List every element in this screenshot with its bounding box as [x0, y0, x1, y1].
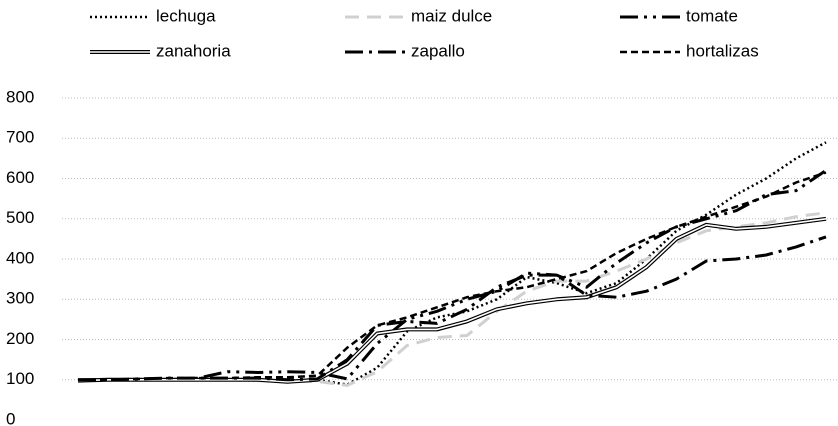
y-tick-label: 200 — [6, 329, 34, 348]
y-tick-label: 800 — [6, 87, 34, 106]
y-tick-label: 700 — [6, 128, 34, 147]
legend-label: zanahoria — [156, 41, 231, 60]
line — [78, 169, 827, 382]
y-tick-label: 500 — [6, 208, 34, 227]
legend-label: lechuga — [156, 6, 216, 25]
line-inner — [77, 218, 827, 383]
y-tick-label: 100 — [6, 369, 34, 388]
legend-label: hortalizas — [686, 41, 759, 60]
legend-label: zapallo — [411, 41, 465, 60]
line — [78, 235, 827, 382]
legend-label: tomate — [686, 6, 738, 25]
line — [77, 211, 827, 387]
y-tick-label: 0 — [6, 409, 15, 426]
legend-label: maiz dulce — [411, 6, 492, 25]
y-tick-label: 300 — [6, 289, 34, 308]
line — [78, 171, 827, 382]
y-tick-label: 600 — [6, 168, 34, 187]
y-tick-label: 400 — [6, 248, 34, 267]
line — [77, 216, 827, 384]
